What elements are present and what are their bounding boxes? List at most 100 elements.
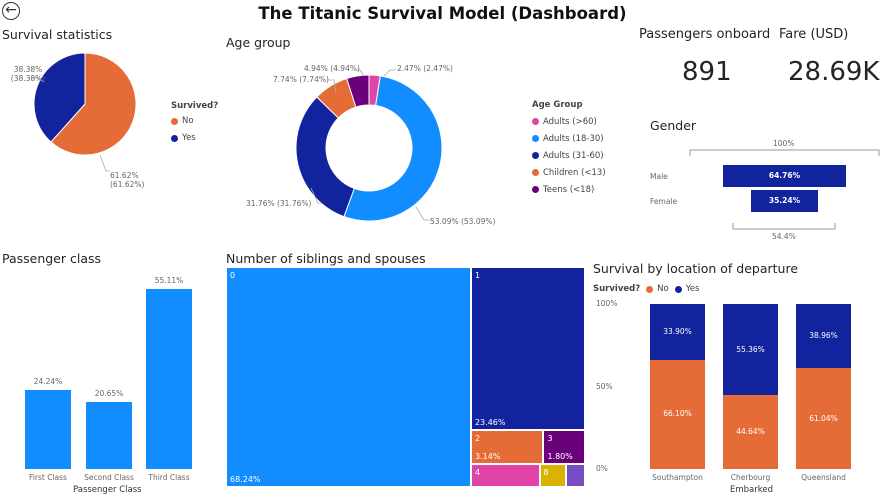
embarked-data-label: 38.96% [809, 331, 838, 341]
survival-slice-1[interactable] [33, 52, 86, 143]
age-label-children: 7.74% (7.74%) [273, 75, 329, 84]
survival-label-no: 61.62% (61.62%) [110, 171, 145, 189]
pclass-tick-label: Second Class [84, 473, 134, 482]
embarked-x-tick: Cherbourg [730, 473, 771, 482]
survival-panel-title: Survival statistics [2, 27, 113, 42]
legend-dot-no [646, 285, 654, 293]
page-title: The Titanic Survival Model (Dashboard) [258, 4, 627, 23]
passengers-card-value: 891 [682, 57, 732, 87]
age-slice-2[interactable] [295, 96, 355, 218]
pclass-panel-title: Passenger class [2, 251, 102, 266]
leader-line-4 [310, 187, 322, 204]
leader-line-1 [99, 154, 110, 172]
embarked-bar-yes-0[interactable]: 33.90% [650, 304, 705, 360]
legend-label: Teens (<18) [543, 184, 595, 195]
passengers-card-label: Passengers onboard [639, 27, 771, 42]
legend-dot [532, 186, 539, 193]
survival-label-yes: 38.38% (38.38%) [10, 65, 46, 83]
treemap-tile-label: 3 [547, 433, 553, 443]
legend-dot-yes [674, 285, 682, 293]
age-legend-item-1[interactable]: Adults (18-30) [532, 130, 606, 147]
embarked-legend-title: Survived? [593, 284, 641, 294]
gender-cat-male: Male [650, 172, 668, 181]
treemap-tile-5[interactable]: 8 [539, 463, 566, 487]
gender-bar-female[interactable]: 35.24% [751, 190, 818, 212]
age-legend-item-0[interactable]: Adults (>60) [532, 113, 606, 130]
age-slice-4[interactable] [346, 74, 370, 108]
pclass-tick-label: First Class [29, 473, 67, 482]
treemap-tile-value: 1.80% [547, 451, 573, 461]
legend-dot-no [171, 117, 178, 125]
embarked-data-label: 55.36% [736, 344, 765, 354]
legend-dot [532, 135, 539, 142]
age-legend-item-2[interactable]: Adults (31-60) [532, 147, 606, 164]
embarked-bar-yes-2[interactable]: 38.96% [796, 304, 851, 369]
treemap-tile-0[interactable]: 0 68.24% [226, 267, 471, 487]
pclass-data-label: 24.24% [33, 376, 63, 386]
age-label-teens: 4.94% (4.94%) [304, 64, 360, 73]
legend-dot [532, 152, 539, 159]
leader-line-6 [356, 69, 365, 77]
leader-line-3 [415, 206, 430, 221]
age-donut-chart [295, 69, 443, 222]
age-legend-item-3[interactable]: Children (<13) [532, 164, 606, 181]
fare-card-label: Fare (USD) [779, 27, 849, 42]
survival-legend-no[interactable]: No [171, 114, 194, 128]
pclass-axis-title: Passenger Class [73, 485, 142, 495]
gender-panel-title: Gender [650, 118, 697, 133]
legend-label: Adults (18-30) [543, 133, 604, 144]
treemap-tile-value: 3.14% [474, 451, 501, 461]
age-panel-title: Age group [226, 35, 291, 50]
leader-line-0 [30, 77, 45, 83]
embarked-panel-title: Survival by location of departure [593, 261, 799, 276]
treemap-tile-3[interactable]: 3 1.80% [543, 429, 585, 464]
gender-bottom-label: 54.4% [772, 232, 796, 241]
pclass-data-label: 55.11% [154, 276, 184, 285]
survival-legend-yes[interactable]: Yes [171, 131, 196, 145]
age-label-18-30: 53.09% (53.09%) [430, 217, 496, 226]
legend-dot-yes [171, 134, 178, 142]
back-button[interactable]: ← [2, 2, 20, 20]
legend-label: Adults (31-60) [543, 150, 604, 161]
treemap-tile-label: 0 [230, 271, 236, 280]
gender-cat-female: Female [650, 197, 678, 206]
embarked-y-tick: 0% [596, 464, 608, 473]
embarked-legend-no[interactable]: No [646, 282, 669, 296]
embarked-data-label: 66.10% [663, 409, 692, 419]
pclass-bar-1[interactable] [86, 401, 132, 469]
embarked-legend-yes[interactable]: Yes [674, 282, 699, 296]
survival-slice-0[interactable] [50, 52, 137, 156]
sibsp-panel-title: Number of siblings and spouses [226, 251, 426, 266]
embarked-y-tick: 50% [596, 381, 613, 391]
age-legend-item-4[interactable]: Teens (<18) [532, 181, 606, 198]
treemap-tile-6[interactable] [565, 463, 585, 487]
treemap-tile-4[interactable]: 4 [470, 463, 540, 487]
leader-line-5 [328, 79, 337, 94]
embarked-bar-no-1[interactable]: 44.64% [723, 395, 778, 469]
pclass-tick-label: Third Class [148, 473, 190, 482]
embarked-x-tick: Southampton [652, 473, 703, 482]
pclass-bar-0[interactable] [25, 389, 71, 469]
treemap-tile-value: 68.24% [230, 475, 261, 484]
legend-label: Children (<13) [543, 167, 606, 178]
gender-bar-male[interactable]: 64.76% [723, 165, 846, 187]
age-label-31-60: 31.76% (31.76%) [246, 199, 312, 208]
embarked-data-label: 61.04% [809, 413, 838, 423]
treemap-tile-2[interactable]: 2 3.14% [470, 429, 544, 464]
age-slice-1[interactable] [343, 75, 443, 222]
pclass-bar-2[interactable] [146, 289, 192, 469]
embarked-legend: Survived? No Yes [593, 282, 699, 296]
survival-legend-title: Survived? [171, 101, 219, 111]
age-label-60plus: 2.47% (2.47%) [397, 64, 453, 73]
embarked-data-label: 44.64% [736, 427, 765, 437]
treemap-tile-1[interactable]: 1 23.46% [470, 267, 585, 430]
age-legend-title: Age Group [532, 100, 583, 110]
embarked-bar-no-2[interactable]: 61.04% [796, 368, 851, 469]
embarked-data-label: 33.90% [663, 326, 692, 336]
embarked-y-tick: 100% [596, 299, 618, 308]
embarked-bar-yes-1[interactable]: 55.36% [723, 304, 778, 396]
age-legend: Adults (>60) Adults (18-30) Adults (31-60)… [532, 113, 606, 198]
leader-line-2 [383, 69, 396, 77]
embarked-bar-no-0[interactable]: 66.10% [650, 359, 705, 469]
fare-card-value: 28.69K [788, 57, 880, 87]
